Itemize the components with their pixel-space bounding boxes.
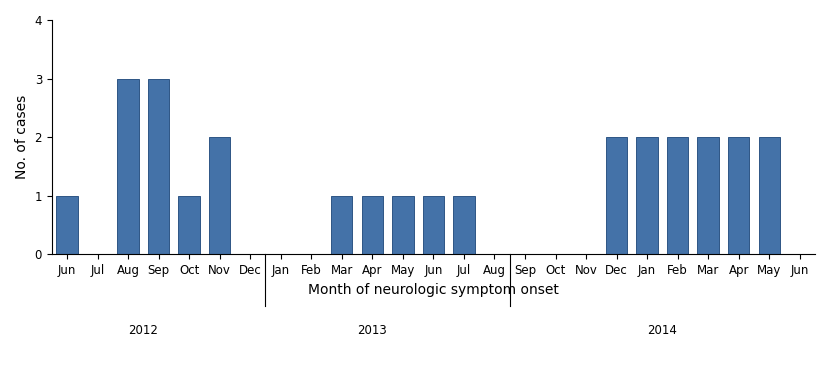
Text: 2012: 2012 bbox=[129, 324, 159, 338]
Bar bbox=[392, 196, 413, 254]
Bar bbox=[453, 196, 475, 254]
Bar bbox=[422, 196, 444, 254]
Bar bbox=[728, 137, 749, 254]
Bar bbox=[148, 79, 169, 254]
Bar bbox=[606, 137, 627, 254]
Bar bbox=[56, 196, 78, 254]
Bar bbox=[637, 137, 658, 254]
Bar bbox=[697, 137, 719, 254]
Y-axis label: No. of cases: No. of cases bbox=[15, 95, 29, 179]
Text: 2013: 2013 bbox=[358, 324, 388, 338]
Bar bbox=[759, 137, 780, 254]
Bar bbox=[117, 79, 139, 254]
Bar bbox=[178, 196, 200, 254]
Bar bbox=[209, 137, 231, 254]
Text: 2014: 2014 bbox=[647, 324, 677, 338]
Bar bbox=[667, 137, 688, 254]
Bar bbox=[331, 196, 353, 254]
X-axis label: Month of neurologic symptom onset: Month of neurologic symptom onset bbox=[308, 283, 559, 297]
Bar bbox=[362, 196, 383, 254]
